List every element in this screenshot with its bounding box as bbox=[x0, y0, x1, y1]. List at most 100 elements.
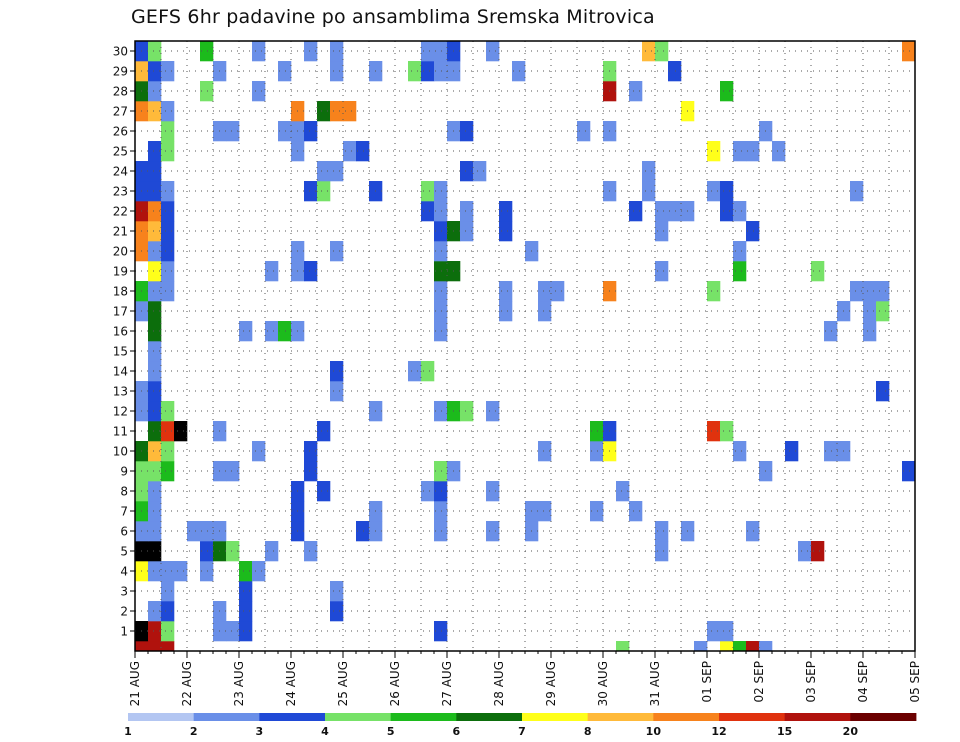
heatmap-cell bbox=[252, 441, 266, 462]
heatmap-cell bbox=[538, 301, 552, 322]
heatmap-cell bbox=[148, 461, 162, 482]
heatmap-cell bbox=[161, 401, 175, 422]
heatmap-cell bbox=[798, 541, 812, 562]
heatmap-cell bbox=[863, 321, 877, 342]
heatmap-cell bbox=[473, 161, 487, 182]
heatmap-cell bbox=[226, 541, 240, 562]
heatmap-cell bbox=[304, 181, 318, 202]
heatmap-cell bbox=[434, 461, 448, 482]
x-tick-label: 27 AUG bbox=[440, 661, 454, 706]
heatmap-cell bbox=[486, 521, 500, 542]
heatmap-cell bbox=[148, 601, 162, 622]
colorbar-swatch bbox=[522, 713, 589, 721]
colorbar: 1 2 3 4 5 6 7 8 10 12 15 20 bbox=[124, 713, 917, 738]
heatmap-cell bbox=[265, 541, 279, 562]
x-tick-label: 05 SEP bbox=[908, 661, 922, 703]
heatmap-cell bbox=[161, 181, 175, 202]
heatmap-cell bbox=[252, 81, 266, 102]
heatmap-cell bbox=[330, 361, 344, 382]
heatmap-cell bbox=[148, 161, 162, 182]
y-tick-label: 30 bbox=[113, 45, 128, 59]
heatmap-cell bbox=[148, 501, 162, 522]
heatmap-cell bbox=[720, 421, 734, 442]
y-tick-label: 26 bbox=[113, 125, 128, 139]
heatmap-cell bbox=[330, 61, 344, 82]
heatmap-cell bbox=[148, 321, 162, 342]
x-tick-label: 02 SEP bbox=[752, 661, 766, 703]
heatmap-cell bbox=[902, 41, 916, 62]
x-tick-label: 26 AUG bbox=[388, 661, 402, 706]
heatmap-cell bbox=[148, 61, 162, 82]
y-tick-label: 16 bbox=[113, 325, 128, 339]
heatmap-cell bbox=[876, 301, 890, 322]
cells-layer bbox=[135, 41, 916, 652]
heatmap-cell bbox=[421, 201, 435, 222]
colorbar-label: 4 bbox=[321, 725, 329, 738]
colorbar-swatch bbox=[850, 713, 917, 721]
colorbar-swatch bbox=[325, 713, 392, 721]
heatmap-cell bbox=[720, 81, 734, 102]
heatmap-cell bbox=[499, 301, 513, 322]
heatmap-cell bbox=[434, 181, 448, 202]
heatmap-cell bbox=[239, 321, 253, 342]
heatmap-cell bbox=[863, 301, 877, 322]
heatmap-cell bbox=[421, 41, 435, 62]
heatmap-cell bbox=[148, 201, 162, 222]
heatmap-cell bbox=[499, 281, 513, 302]
colorbar-swatch bbox=[259, 713, 326, 721]
heatmap-cell bbox=[226, 461, 240, 482]
heatmap-cell bbox=[226, 621, 240, 642]
heatmap-cell bbox=[486, 401, 500, 422]
heatmap-cell bbox=[408, 361, 422, 382]
colorbar-swatch bbox=[784, 713, 851, 721]
heatmap-cell bbox=[200, 541, 214, 562]
heatmap-cell bbox=[330, 601, 344, 622]
heatmap-cell bbox=[161, 421, 175, 442]
colorbar-swatch bbox=[456, 713, 523, 721]
heatmap-cell bbox=[642, 41, 656, 62]
heatmap-cell bbox=[733, 201, 747, 222]
heatmap-cell bbox=[161, 121, 175, 142]
heatmap-cell bbox=[499, 221, 513, 242]
heatmap-cell bbox=[317, 181, 331, 202]
heatmap-cell bbox=[811, 541, 825, 562]
heatmap-cell bbox=[161, 241, 175, 262]
heatmap-cell bbox=[148, 361, 162, 382]
heatmap-cell bbox=[655, 201, 669, 222]
heatmap-cell bbox=[304, 441, 318, 462]
heatmap-cell bbox=[850, 181, 864, 202]
heatmap-cell bbox=[486, 481, 500, 502]
y-tick-label: 18 bbox=[113, 285, 128, 299]
heatmap-cell bbox=[577, 121, 591, 142]
heatmap-cell bbox=[161, 641, 175, 652]
heatmap-cell bbox=[707, 621, 721, 642]
heatmap-cell bbox=[239, 581, 253, 602]
heatmap-cell bbox=[278, 121, 292, 142]
heatmap-cell bbox=[148, 441, 162, 462]
chart-title: GEFS 6hr padavine po ansamblima Sremska … bbox=[131, 6, 655, 28]
y-tick-label: 4 bbox=[120, 565, 128, 579]
heatmap-cell bbox=[499, 201, 513, 222]
heatmap-cell bbox=[148, 181, 162, 202]
y-tick-label: 2 bbox=[120, 605, 128, 619]
heatmap-cell bbox=[434, 321, 448, 342]
x-tick-label: 30 AUG bbox=[596, 661, 610, 706]
heatmap-cell bbox=[720, 621, 734, 642]
y-tick-label: 23 bbox=[113, 185, 128, 199]
heatmap-cell bbox=[161, 601, 175, 622]
heatmap-cell bbox=[434, 621, 448, 642]
x-tick-label: 21 AUG bbox=[128, 661, 142, 706]
heatmap-cell bbox=[551, 281, 565, 302]
heatmap-cell bbox=[707, 421, 721, 442]
colorbar-label: 1 bbox=[124, 725, 132, 738]
y-tick-label: 7 bbox=[120, 505, 128, 519]
heatmap-cell bbox=[434, 221, 448, 242]
colorbar-label: 3 bbox=[256, 725, 264, 738]
colorbar-swatch bbox=[587, 713, 654, 721]
heatmap-cell bbox=[655, 261, 669, 282]
heatmap-cell bbox=[746, 141, 760, 162]
heatmap-cell bbox=[434, 201, 448, 222]
y-tick-label: 28 bbox=[113, 85, 128, 99]
y-tick-label: 25 bbox=[113, 145, 128, 159]
